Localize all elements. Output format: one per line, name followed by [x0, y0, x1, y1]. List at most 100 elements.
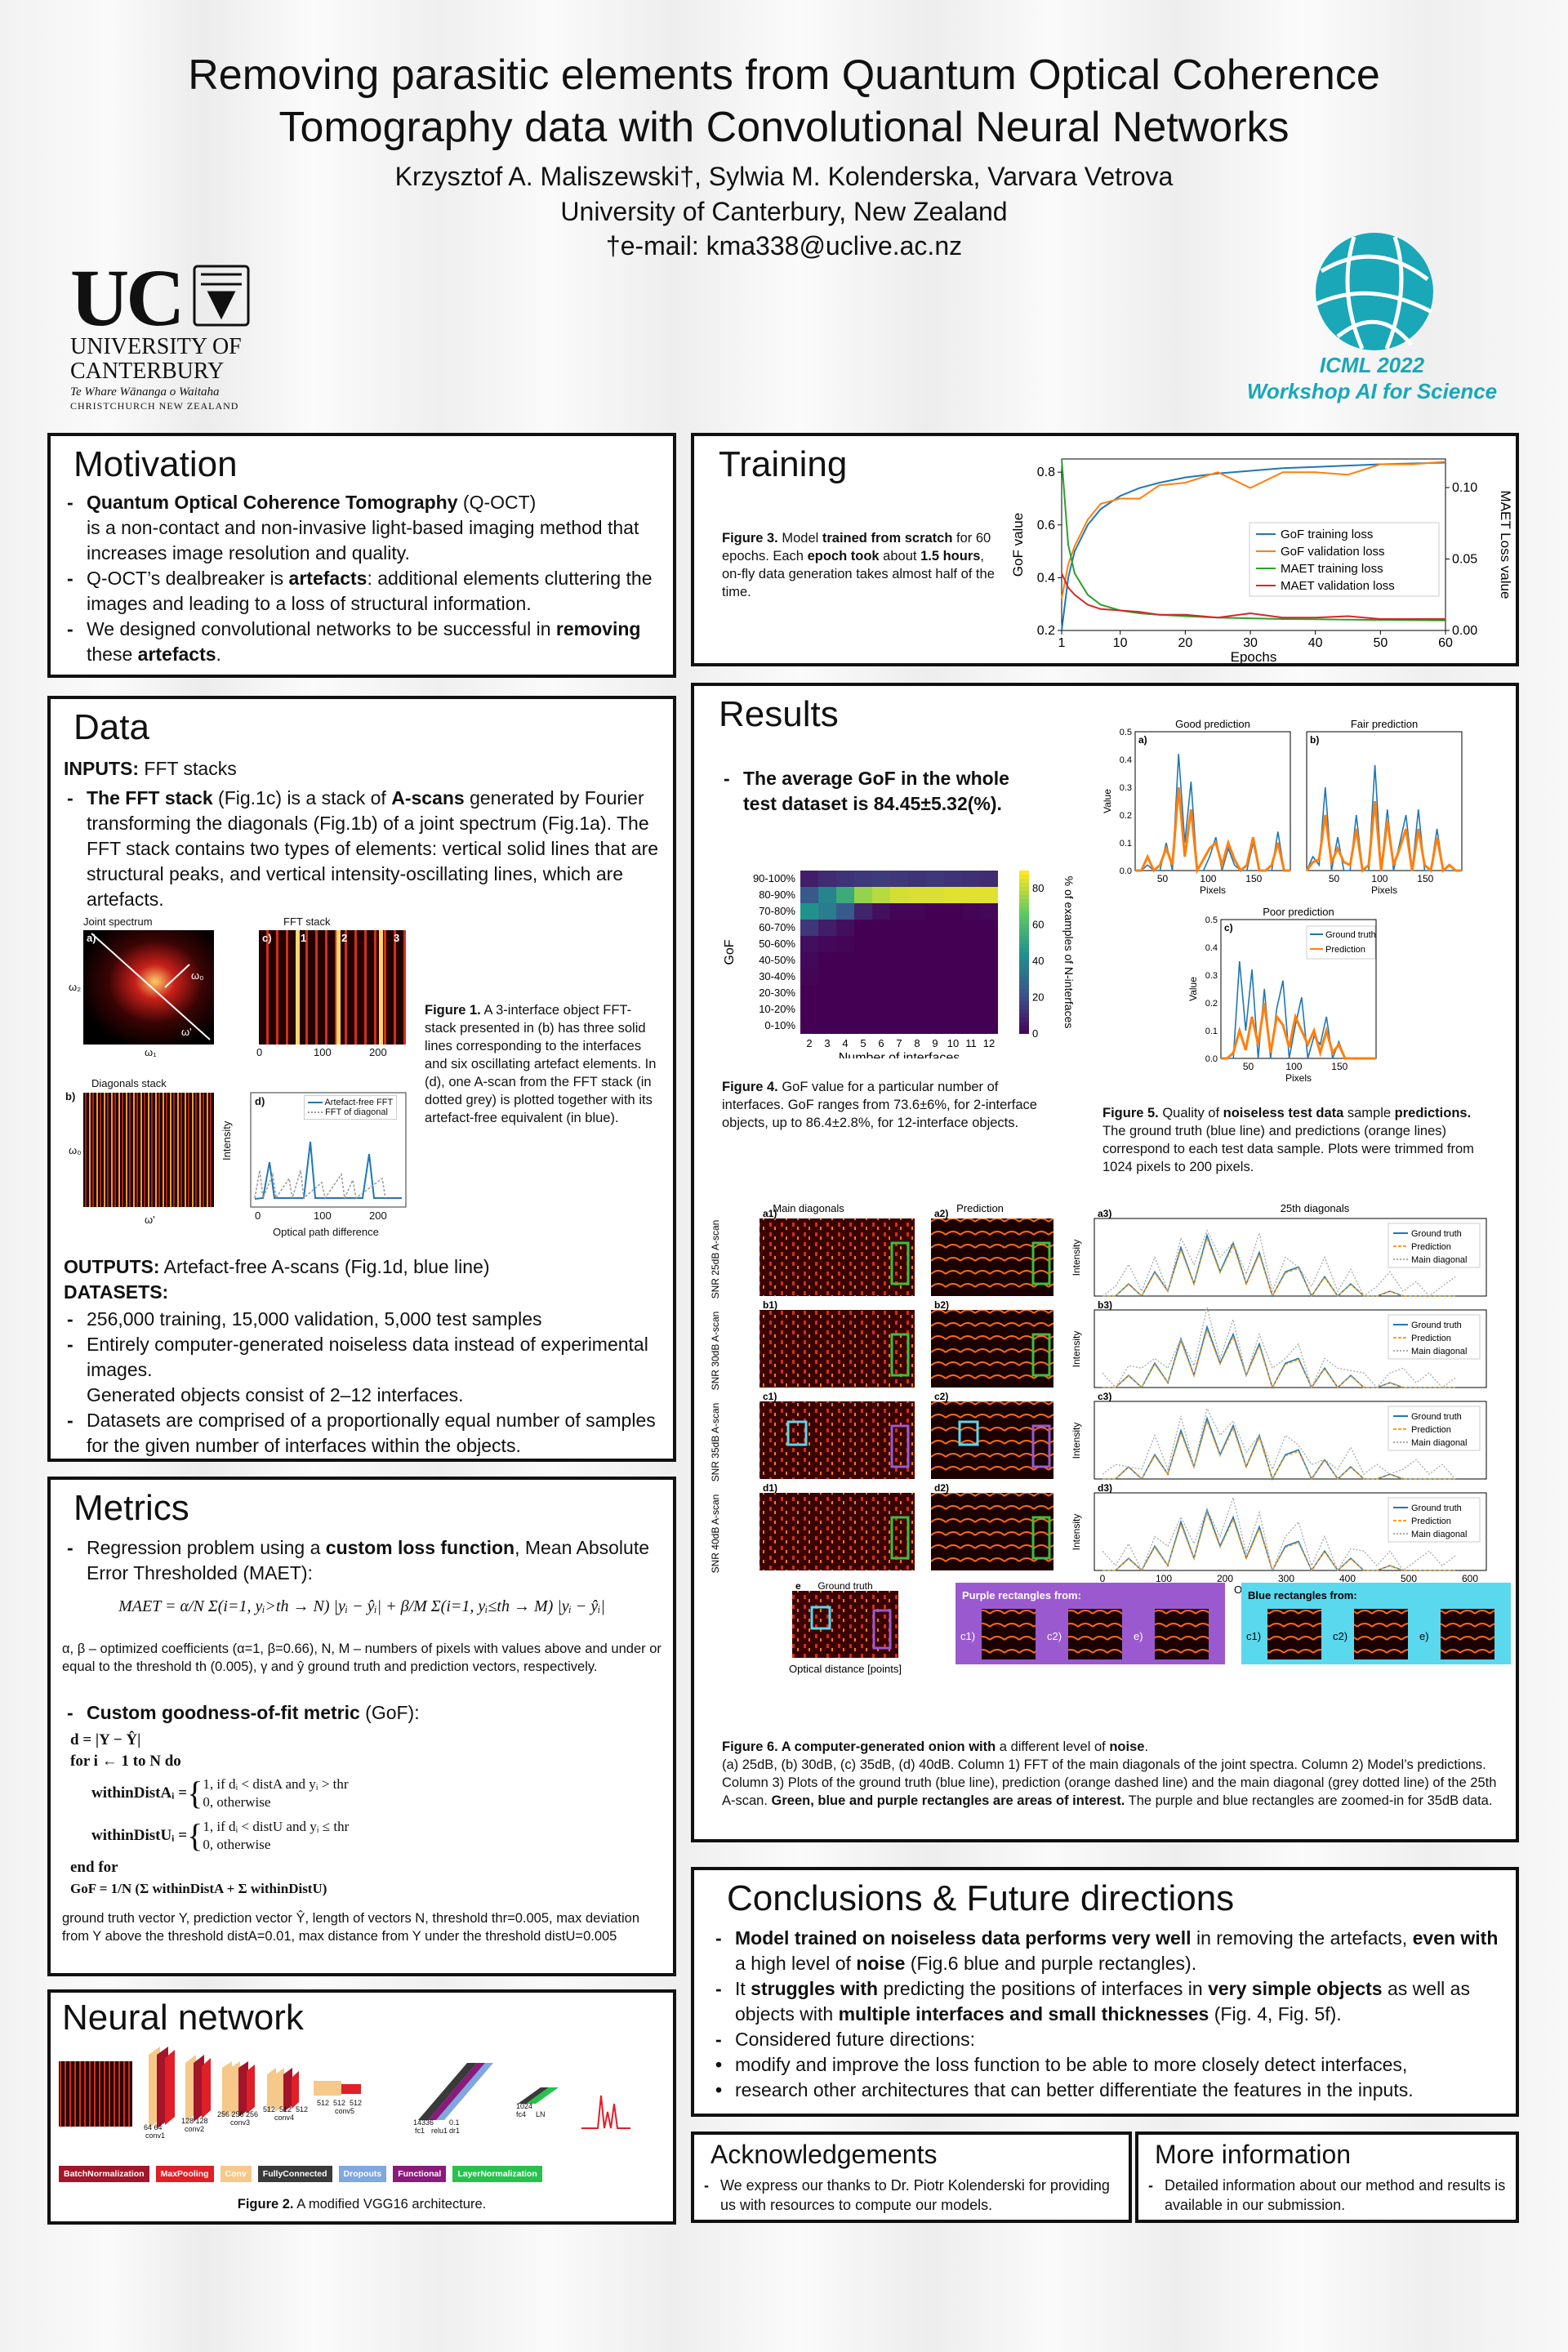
ack-item: We express our thanks to Dr. Piotr Kolen…: [699, 2176, 1124, 2215]
nn-label: 256 256 256: [217, 2110, 259, 2118]
heatmap-x-label: 2: [806, 1037, 812, 1049]
fig6-legend: Ground truth Prediction Main diagonal: [1388, 1405, 1481, 1451]
fig5-x-tick: 50: [1329, 873, 1340, 884]
fig6-legend-label: Prediction: [1411, 1425, 1451, 1435]
fig5-frame: [1134, 731, 1291, 871]
fig1-fft-title: FFT stack: [283, 915, 331, 928]
fig6-roi-rect-blue: [786, 1420, 808, 1446]
heatmap-cell: [908, 1018, 926, 1034]
heatmap-cell: [800, 920, 818, 936]
future-item: research other architectures that can be…: [710, 2078, 1511, 2103]
heatmap-cell: [836, 985, 854, 1001]
heatmap-cell: [854, 936, 872, 952]
metrics-explain: α, β – optimized coefficients (α=1, β=0.…: [62, 1642, 662, 1674]
fig5-y-label: Value: [1102, 789, 1113, 813]
results-title: Results: [719, 694, 839, 734]
zoom-image: [1354, 1609, 1408, 1659]
fig6-main-diagonal-image: [760, 1401, 915, 1479]
heatmap-cell: [872, 1018, 890, 1034]
fig5-panel-label: a): [1138, 734, 1147, 746]
fig6-legend-label: Main diagonal: [1411, 1347, 1468, 1356]
heatmap-cell: [854, 1001, 872, 1018]
uc-name-2: CANTERBURY: [70, 359, 225, 384]
colorbar-segment: [1019, 1018, 1029, 1022]
heatmap-cell: [980, 887, 998, 903]
fig5-prediction-line: [1221, 1002, 1376, 1060]
heatmap-cell: [872, 1001, 890, 1018]
heatmap-y-label: 10-20%: [759, 1003, 795, 1015]
results-section: Results The average GoF in the whole tes…: [691, 683, 1519, 1842]
heatmap-cell: [926, 1018, 944, 1034]
fig6-e-ground-truth-image: [792, 1591, 898, 1658]
conclusions-list: Model trained on noiseless data performs…: [710, 1926, 1511, 2052]
heatmap-cell: [980, 1018, 998, 1034]
colorbar-segment: [1019, 907, 1029, 911]
heatmap-cell: [926, 1001, 944, 1018]
colorbar-segment: [1019, 899, 1029, 903]
fig1-w1: ω₁: [145, 1046, 157, 1058]
heatmap-cell: [800, 969, 818, 985]
heatmap-cell: [944, 903, 962, 920]
heatmap-cell: [908, 985, 926, 1001]
heatmap-y-label: 80-90%: [759, 889, 795, 901]
heatmap-cell: [908, 920, 926, 936]
heatmap-x-label: 4: [842, 1037, 848, 1049]
results-list: The average GoF in the whole test datase…: [719, 766, 1029, 817]
heatmap-cell: [818, 985, 836, 1001]
authors: Krzysztof A. Maliszewski†, Sylwia M. Kol…: [394, 162, 1174, 191]
zoom-label: c2): [1047, 1630, 1062, 1642]
motivation-item: Quantum Optical Coherence Tomography (Q-…: [62, 490, 666, 566]
colorbar-segment: [1019, 960, 1029, 964]
fig6-panel-label: e: [795, 1580, 801, 1592]
heatmap-cell: [872, 903, 890, 920]
fig6-roi-rect: [872, 1609, 892, 1650]
fig6-caption: Figure 6. A computer-generated onion wit…: [722, 1740, 1497, 1808]
uc-crest-icon: [193, 265, 250, 327]
fig6-main-diagonal-image: [760, 1493, 915, 1570]
colorbar-label: % of examples of N-interfaces: [1062, 876, 1076, 1029]
fig1-wprime-b: ω': [145, 1214, 155, 1226]
future-item: modify and improve the loss function to …: [710, 2052, 1511, 2078]
nn-architecture-diagram: [59, 2047, 630, 2129]
fig6-panel-label: b2): [934, 1299, 949, 1311]
nn-label: 512: [350, 2099, 363, 2107]
colorbar-segment: [1019, 891, 1029, 895]
fig1-w2: ω₂: [69, 981, 82, 993]
heatmap-cell: [836, 1018, 854, 1034]
heatmap-cell: [944, 936, 962, 952]
colorbar-segment: [1019, 915, 1029, 920]
y-tick-label: 0.8: [1037, 466, 1055, 479]
fig6-legend-label: Main diagonal: [1411, 1530, 1468, 1539]
heatmap-cell: [872, 887, 890, 903]
legend-label: MAET validation loss: [1281, 579, 1395, 593]
colorbar-tick: 60: [1032, 919, 1044, 931]
nn-legend-item: Functional: [393, 2166, 447, 2182]
colorbar-segment: [1019, 981, 1029, 985]
heatmap-y-label: 30-40%: [759, 970, 795, 982]
heatmap-cell: [890, 903, 908, 920]
heatmap-cell: [890, 871, 908, 887]
fig6-series-prediction: [1102, 1236, 1455, 1298]
diagonals-stack-image: [83, 1093, 214, 1207]
heatmap-cell: [926, 920, 944, 936]
heatmap-y-label: 70-80%: [759, 905, 795, 917]
heatmap-x-label: 8: [914, 1037, 920, 1049]
colorbar-segment: [1019, 977, 1029, 981]
fig5-y-tick: 0.2: [1120, 811, 1132, 821]
heatmap-cell: [800, 1018, 818, 1034]
fig1-label-a: a): [87, 932, 96, 944]
nn-label: 512: [296, 2105, 309, 2114]
heatmap-cell: [962, 1001, 980, 1018]
heatmap-cell: [962, 952, 980, 969]
alg-line: for i ← 1 to N do: [70, 1753, 181, 1770]
heatmap-cell: [944, 871, 962, 887]
fig6-main-diagonal-image: [760, 1310, 915, 1388]
uc-mark: UC: [70, 252, 185, 343]
fig6-row-label: SNR 30dB A-scan: [710, 1312, 721, 1391]
nn-label: 512: [279, 2105, 292, 2114]
colorbar-segment: [1019, 993, 1029, 997]
conclusion-item: It struggles with predicting the positio…: [710, 1976, 1511, 2027]
nn-section: Neural network 64 64 conv1 128 128 conv2…: [47, 1989, 676, 2225]
heatmap-cell: [800, 936, 818, 952]
heatmap-cell: [800, 952, 818, 969]
